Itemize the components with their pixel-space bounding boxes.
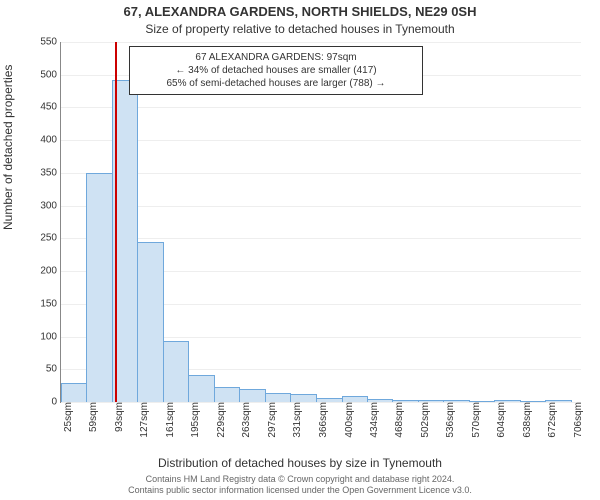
x-tick-label: 570sqm [469, 402, 482, 438]
histogram-bar [520, 401, 546, 402]
x-tick-label: 93sqm [112, 402, 125, 432]
x-tick-label: 127sqm [137, 402, 150, 438]
y-tick-label: 400 [40, 135, 61, 146]
histogram-bar [494, 400, 520, 402]
infobox-line-2: ← 34% of detached houses are smaller (41… [136, 64, 416, 77]
x-tick-label: 434sqm [367, 402, 380, 438]
footer-line-2: Contains public sector information licen… [0, 485, 600, 496]
histogram-bar [443, 400, 469, 402]
chart-subtitle: Size of property relative to detached ho… [0, 22, 600, 36]
gridline [61, 173, 581, 174]
x-tick-label: 229sqm [214, 402, 227, 438]
data-attribution: Contains HM Land Registry data © Crown c… [0, 474, 600, 496]
x-tick-label: 59sqm [86, 402, 99, 432]
gridline [61, 42, 581, 43]
x-tick-label: 502sqm [418, 402, 431, 438]
x-tick-label: 263sqm [239, 402, 252, 438]
chart-title: 67, ALEXANDRA GARDENS, NORTH SHIELDS, NE… [0, 4, 600, 19]
x-tick-label: 161sqm [163, 402, 176, 438]
infobox-line-3: 65% of semi-detached houses are larger (… [136, 77, 416, 90]
histogram-bar [265, 393, 291, 402]
histogram-bar [188, 375, 214, 402]
histogram-bar [545, 400, 571, 402]
y-tick-label: 450 [40, 102, 61, 113]
y-tick-label: 50 [46, 364, 61, 375]
gridline [61, 238, 581, 239]
histogram-bar [214, 387, 240, 402]
x-tick-label: 638sqm [520, 402, 533, 438]
infobox-line-1: 67 ALEXANDRA GARDENS: 97sqm [136, 51, 416, 64]
histogram-bar [316, 398, 342, 402]
y-axis-label: Number of detached properties [1, 65, 15, 230]
x-tick-label: 297sqm [265, 402, 278, 438]
histogram-bar [137, 242, 163, 402]
y-tick-label: 200 [40, 266, 61, 277]
x-tick-label: 536sqm [443, 402, 456, 438]
x-tick-label: 706sqm [571, 402, 584, 438]
histogram-bar [239, 389, 265, 402]
plot-area: 67 ALEXANDRA GARDENS: 97sqm ← 34% of det… [60, 42, 581, 403]
histogram-bar [86, 173, 112, 402]
y-tick-label: 100 [40, 331, 61, 342]
histogram-bar [367, 399, 393, 402]
x-tick-label: 195sqm [188, 402, 201, 438]
y-tick-label: 500 [40, 69, 61, 80]
histogram-bar [392, 400, 418, 402]
x-tick-label: 25sqm [61, 402, 74, 432]
histogram-bar [163, 341, 189, 402]
gridline [61, 206, 581, 207]
histogram-bar [342, 396, 368, 402]
x-tick-label: 672sqm [545, 402, 558, 438]
x-tick-label: 604sqm [494, 402, 507, 438]
chart-container: 67, ALEXANDRA GARDENS, NORTH SHIELDS, NE… [0, 0, 600, 500]
y-tick-label: 350 [40, 167, 61, 178]
subject-info-box: 67 ALEXANDRA GARDENS: 97sqm ← 34% of det… [129, 46, 423, 95]
subject-marker-line [115, 42, 117, 402]
y-tick-label: 250 [40, 233, 61, 244]
histogram-bar [418, 400, 444, 402]
x-tick-label: 400sqm [342, 402, 355, 438]
histogram-bar [61, 383, 87, 402]
y-tick-label: 550 [40, 37, 61, 48]
histogram-bar [469, 401, 495, 402]
x-axis-label: Distribution of detached houses by size … [0, 456, 600, 470]
y-tick-label: 0 [51, 397, 61, 408]
y-tick-label: 150 [40, 298, 61, 309]
x-tick-label: 331sqm [290, 402, 303, 438]
gridline [61, 107, 581, 108]
footer-line-1: Contains HM Land Registry data © Crown c… [0, 474, 600, 485]
gridline [61, 140, 581, 141]
y-tick-label: 300 [40, 200, 61, 211]
x-tick-label: 468sqm [392, 402, 405, 438]
x-tick-label: 366sqm [316, 402, 329, 438]
histogram-bar [290, 394, 317, 402]
